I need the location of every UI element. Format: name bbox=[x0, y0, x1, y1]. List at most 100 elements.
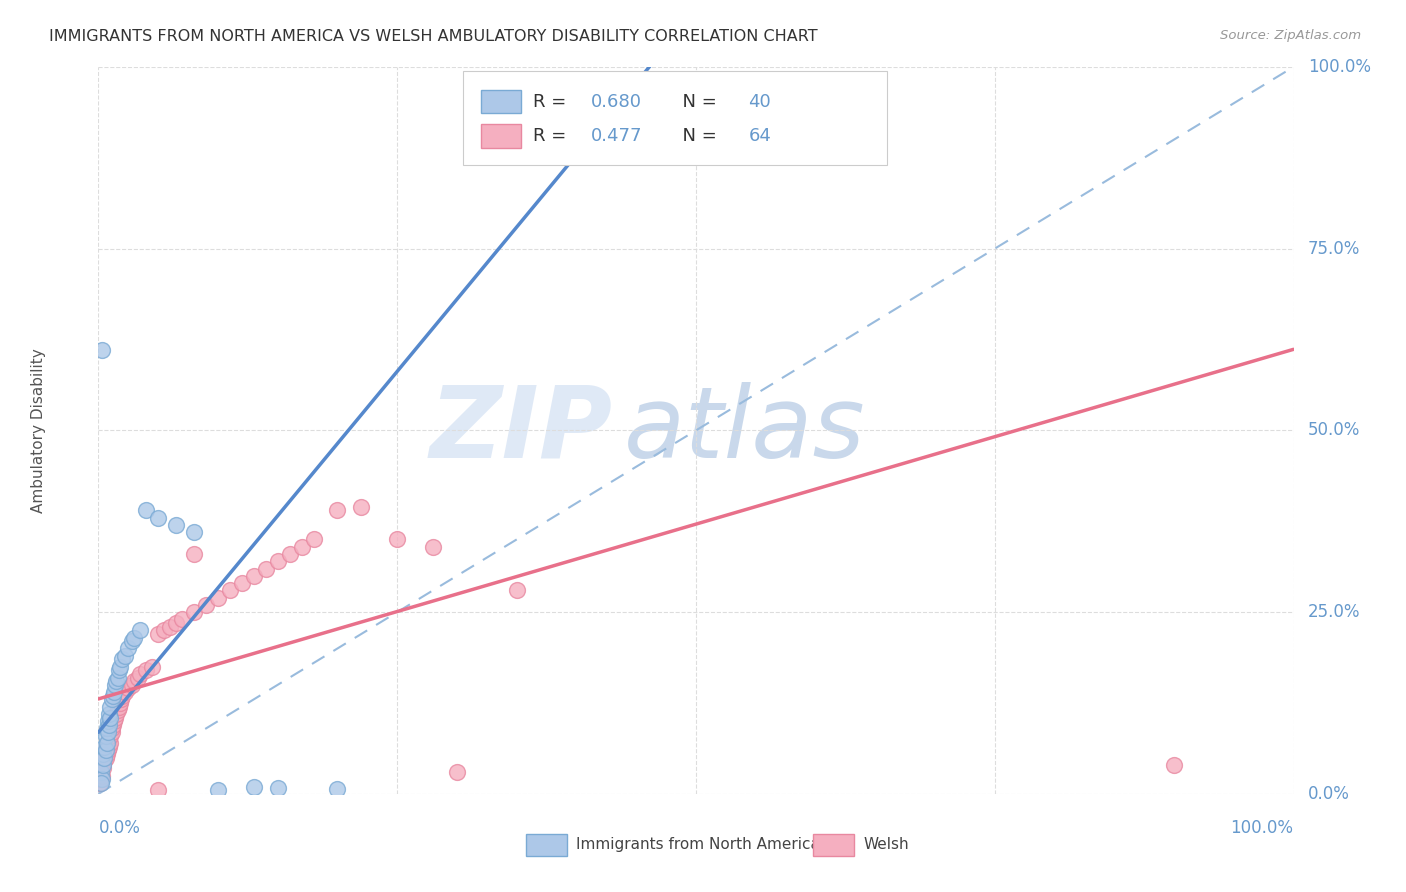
Point bbox=[243, 569, 266, 583]
Text: 0.0%: 0.0% bbox=[1308, 785, 1350, 803]
Point bbox=[153, 624, 176, 638]
Point bbox=[93, 754, 115, 768]
Text: 0.680: 0.680 bbox=[591, 93, 641, 111]
FancyBboxPatch shape bbox=[813, 834, 853, 855]
Point bbox=[207, 783, 229, 797]
Point bbox=[98, 732, 121, 747]
Point bbox=[135, 663, 157, 677]
Text: N =: N = bbox=[671, 93, 723, 111]
Point bbox=[98, 710, 122, 724]
Point bbox=[96, 747, 118, 761]
Point bbox=[91, 343, 114, 358]
Point bbox=[148, 510, 170, 524]
Point bbox=[104, 678, 127, 692]
Point bbox=[148, 627, 170, 641]
Point bbox=[135, 503, 157, 517]
Point bbox=[114, 685, 136, 699]
Text: 75.0%: 75.0% bbox=[1308, 240, 1360, 258]
Point bbox=[141, 659, 163, 673]
Point bbox=[105, 706, 128, 721]
Text: ZIP: ZIP bbox=[429, 382, 613, 479]
Point bbox=[105, 674, 128, 689]
Point bbox=[110, 692, 132, 706]
Point bbox=[129, 667, 152, 681]
Point bbox=[100, 725, 122, 739]
Point bbox=[91, 757, 114, 772]
Point bbox=[111, 689, 134, 703]
FancyBboxPatch shape bbox=[463, 70, 887, 165]
Point bbox=[267, 554, 290, 568]
Point bbox=[96, 739, 118, 754]
Point bbox=[195, 598, 218, 612]
Point bbox=[90, 765, 112, 780]
Point bbox=[93, 739, 115, 754]
Text: N =: N = bbox=[671, 127, 723, 145]
Point bbox=[385, 533, 409, 547]
Point bbox=[93, 747, 115, 761]
Point bbox=[107, 699, 129, 714]
Point bbox=[506, 583, 529, 598]
Point bbox=[124, 674, 146, 689]
Point bbox=[96, 722, 118, 736]
Point bbox=[98, 729, 122, 743]
Point bbox=[101, 718, 124, 732]
Point bbox=[1163, 757, 1185, 772]
Text: Source: ZipAtlas.com: Source: ZipAtlas.com bbox=[1220, 29, 1361, 42]
Point bbox=[91, 772, 114, 787]
Point bbox=[98, 706, 121, 721]
Point bbox=[165, 517, 187, 532]
Point bbox=[231, 576, 253, 591]
Point bbox=[97, 743, 120, 757]
Point bbox=[267, 780, 290, 795]
Point bbox=[219, 583, 242, 598]
Point bbox=[91, 757, 114, 772]
Point bbox=[98, 739, 121, 754]
Point bbox=[90, 772, 112, 787]
Point bbox=[114, 648, 136, 663]
Text: IMMIGRANTS FROM NORTH AMERICA VS WELSH AMBULATORY DISABILITY CORRELATION CHART: IMMIGRANTS FROM NORTH AMERICA VS WELSH A… bbox=[49, 29, 818, 44]
Point bbox=[100, 722, 122, 736]
Point bbox=[291, 540, 314, 554]
Point bbox=[183, 525, 205, 540]
Text: 50.0%: 50.0% bbox=[1308, 421, 1360, 440]
Point bbox=[98, 699, 122, 714]
Point bbox=[101, 689, 124, 703]
Point bbox=[111, 652, 134, 666]
Point bbox=[865, 74, 887, 88]
Point bbox=[127, 671, 149, 685]
Text: R =: R = bbox=[533, 127, 572, 145]
Point bbox=[350, 500, 373, 514]
Point bbox=[98, 736, 122, 750]
Point bbox=[422, 540, 444, 554]
Point bbox=[159, 620, 181, 634]
Point bbox=[97, 725, 120, 739]
Point bbox=[90, 765, 112, 780]
Point bbox=[183, 605, 205, 619]
Point bbox=[108, 696, 131, 710]
Point bbox=[89, 776, 111, 790]
Point bbox=[446, 765, 468, 780]
FancyBboxPatch shape bbox=[481, 90, 522, 113]
Point bbox=[121, 678, 143, 692]
Text: Welsh: Welsh bbox=[863, 838, 908, 852]
Text: 0.477: 0.477 bbox=[591, 127, 643, 145]
Point bbox=[104, 710, 127, 724]
Point bbox=[207, 591, 229, 605]
Point bbox=[98, 718, 121, 732]
Point bbox=[97, 736, 120, 750]
Point bbox=[100, 692, 122, 706]
Point bbox=[172, 612, 194, 626]
Text: 100.0%: 100.0% bbox=[1308, 58, 1371, 76]
Point bbox=[326, 781, 349, 796]
Point bbox=[121, 634, 143, 648]
Point bbox=[96, 736, 118, 750]
Point bbox=[148, 783, 170, 797]
Point bbox=[165, 615, 187, 630]
Text: Ambulatory Disability: Ambulatory Disability bbox=[31, 348, 46, 513]
Point bbox=[117, 681, 139, 696]
Point bbox=[326, 503, 349, 517]
Point bbox=[107, 663, 129, 677]
Point bbox=[117, 641, 139, 656]
Point bbox=[90, 776, 112, 790]
Point bbox=[94, 750, 117, 764]
